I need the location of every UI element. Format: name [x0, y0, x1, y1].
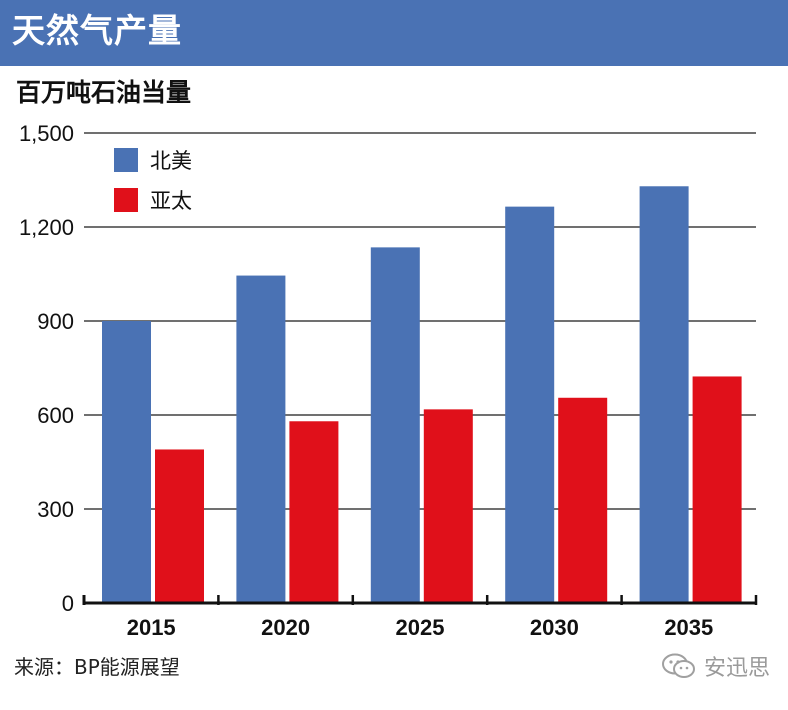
watermark: 安迅思	[661, 650, 770, 682]
x-tick-label: 2025	[396, 615, 445, 640]
y-tick-label: 900	[37, 309, 74, 334]
legend-label: 北美	[150, 149, 192, 173]
legend-swatch	[114, 188, 138, 212]
bar-north-america-2020	[236, 275, 286, 603]
chart-title: 天然气产量	[12, 11, 182, 50]
source-note: 来源：BP能源展望	[14, 655, 180, 679]
wechat-icon	[661, 653, 695, 678]
bar-asia-pacific-2015	[155, 449, 204, 603]
x-tick-label: 2035	[664, 615, 713, 640]
chart-subtitle: 百万吨石油当量	[16, 78, 192, 107]
bar-north-america-2015	[102, 321, 151, 603]
x-tick-label: 2030	[530, 615, 579, 640]
bar-asia-pacific-2020	[289, 421, 339, 603]
bar-north-america-2030	[505, 206, 555, 603]
bar-asia-pacific-2025	[423, 409, 473, 603]
y-tick-label: 300	[37, 497, 74, 522]
y-tick-label: 0	[62, 591, 74, 616]
bar-north-america-2035	[639, 186, 689, 603]
legend-label: 亚太	[150, 189, 192, 213]
legend-swatch	[114, 148, 138, 172]
bar-asia-pacific-2030	[558, 397, 608, 603]
bar-north-america-2025	[370, 247, 420, 603]
x-tick-label: 2020	[261, 615, 310, 640]
y-tick-label: 1,500	[19, 121, 74, 146]
watermark-label: 安迅思	[703, 656, 770, 681]
x-tick-label: 2015	[127, 615, 176, 640]
y-tick-label: 600	[37, 403, 74, 428]
bar-chart: 0 300 600 900 1,200 1,500 2015 2020 2025 2030 2035…	[19, 121, 758, 640]
chart-header: 天然气产量	[0, 0, 788, 66]
y-tick-label: 1,200	[19, 215, 74, 240]
bar-asia-pacific-2035	[692, 376, 742, 603]
